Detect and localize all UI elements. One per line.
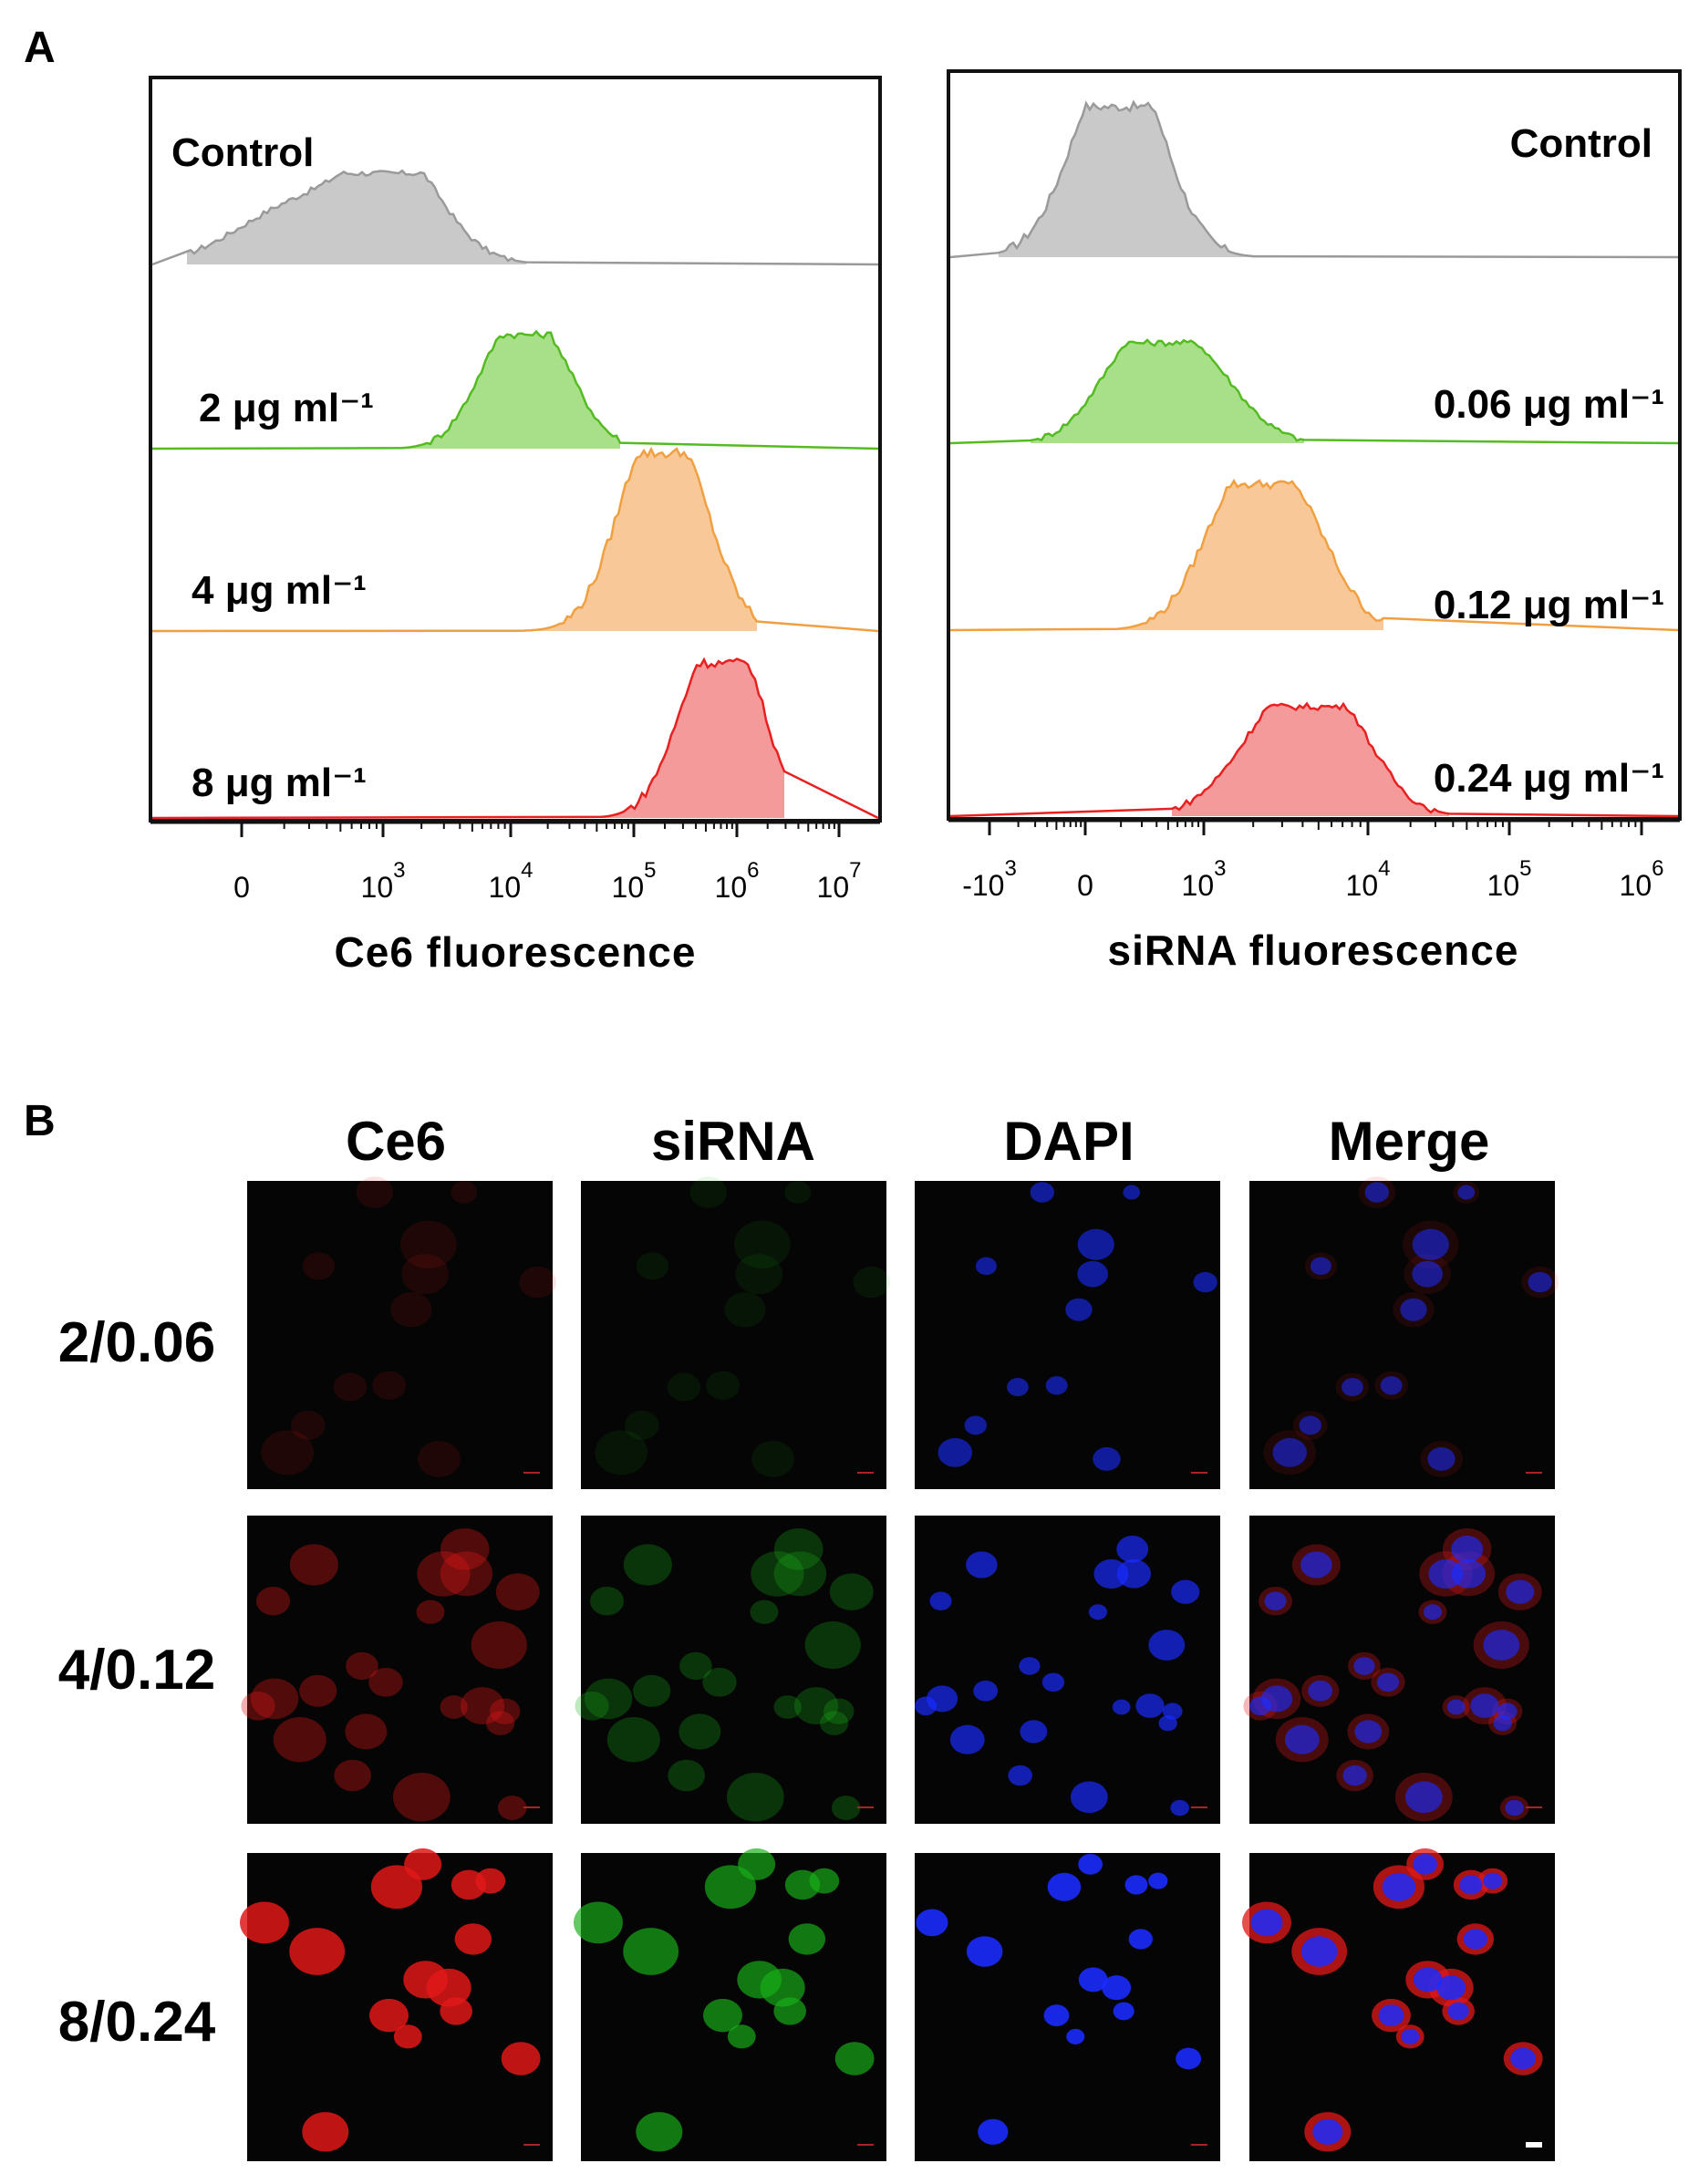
right-trace-line-2 <box>949 478 1679 632</box>
left-trace-line-1 <box>151 329 879 450</box>
left-trace-fill-1 <box>401 331 620 449</box>
micrograph-2-1 <box>574 1848 886 2161</box>
micrograph-1-2 <box>914 1516 1220 1824</box>
right-tick-label: 103 <box>1182 856 1227 902</box>
right-trace-fill-1 <box>1031 339 1304 443</box>
microscopy-grid <box>240 1176 1559 2161</box>
right-trace-fill-3 <box>1172 703 1449 816</box>
sirna-trace-label-024: 0.24 μg ml⁻¹ <box>1434 756 1664 801</box>
micrograph-0-1 <box>581 1176 890 1489</box>
sirna-x-axis-title: siRNA fluorescence <box>1108 926 1519 974</box>
right-tick-label: -103 <box>962 856 1017 902</box>
right-trace-line-0 <box>949 99 1679 259</box>
ce6-x-axis <box>150 821 880 837</box>
left-trace-line-2 <box>151 446 879 633</box>
right-tick-label: 105 <box>1487 856 1532 902</box>
micrograph-1-1 <box>575 1516 886 1824</box>
left-trace-fill-2 <box>520 449 757 631</box>
ce6-histogram: Control 2 μg ml⁻¹ 4 μg ml⁻¹ 8 μg ml⁻¹ 0 1… <box>149 76 882 976</box>
left-tick-label: 0 <box>233 871 250 904</box>
ce6-trace-label-4: 4 μg ml⁻¹ <box>192 568 367 613</box>
micrograph-2-0 <box>240 1848 553 2161</box>
row-header-8-024: 8/0.24 <box>58 1991 216 2054</box>
row-header-4-012: 4/0.12 <box>58 1639 215 1702</box>
sirna-histogram: Control 0.06 μg ml⁻¹ 0.12 μg ml⁻¹ 0.24 μ… <box>947 69 1682 974</box>
right-tick-label: 106 <box>1620 856 1664 902</box>
right-tick-label: 0 <box>1077 869 1093 902</box>
ce6-trace-label-2: 2 μg ml⁻¹ <box>199 386 374 430</box>
micrograph-0-0 <box>247 1176 556 1489</box>
left-tick-label: 105 <box>612 858 657 904</box>
left-tick-label: 103 <box>361 858 406 904</box>
ce6-trace-label-control: Control <box>171 130 314 175</box>
right-tick-label: 104 <box>1346 856 1391 902</box>
left-tick-label: 106 <box>715 858 760 904</box>
right-trace-fill-0 <box>999 102 1254 257</box>
panel-a-letter: A <box>24 24 56 72</box>
right-trace-line-3 <box>949 701 1679 818</box>
right-trace-line-1 <box>949 338 1679 445</box>
column-header-ce6: Ce6 <box>346 1111 446 1172</box>
ce6-plot-frame <box>149 76 882 823</box>
left-tick-label: 107 <box>817 858 862 904</box>
sirna-trace-label-012: 0.12 μg ml⁻¹ <box>1434 583 1664 627</box>
sirna-plot-frame <box>947 69 1682 821</box>
row-header-2-006: 2/0.06 <box>58 1311 215 1374</box>
micrograph-2-3 <box>1242 1848 1555 2161</box>
micrograph-0-2 <box>915 1181 1220 1489</box>
right-trace-fill-2 <box>1117 481 1383 630</box>
micrograph-1-3 <box>1243 1516 1555 1824</box>
left-trace-line-0 <box>151 169 879 266</box>
ce6-trace-label-8: 8 μg ml⁻¹ <box>192 761 367 805</box>
panel-b-column-headers: Ce6 siRNA DAPI Merge <box>346 1111 1489 1172</box>
sirna-x-axis <box>948 819 1680 835</box>
sirna-trace-label-006: 0.06 μg ml⁻¹ <box>1434 382 1664 427</box>
panel-b-letter: B <box>24 1097 56 1145</box>
panel-b-row-headers: 2/0.06 4/0.12 8/0.24 <box>58 1311 216 2054</box>
micrograph-2-2 <box>915 1853 1220 2161</box>
left-trace-fill-0 <box>187 171 526 264</box>
sirna-trace-label-control: Control <box>1510 121 1652 166</box>
left-trace-line-3 <box>151 657 879 820</box>
column-header-sirna: siRNA <box>651 1111 815 1172</box>
micrograph-0-3 <box>1249 1176 1559 1489</box>
column-header-merge: Merge <box>1329 1111 1490 1172</box>
column-header-dapi: DAPI <box>1003 1111 1134 1172</box>
ce6-x-axis-title: Ce6 fluorescence <box>335 928 697 976</box>
left-trace-fill-3 <box>602 658 784 818</box>
left-tick-label: 104 <box>489 858 534 904</box>
micrograph-1-0 <box>241 1516 553 1824</box>
